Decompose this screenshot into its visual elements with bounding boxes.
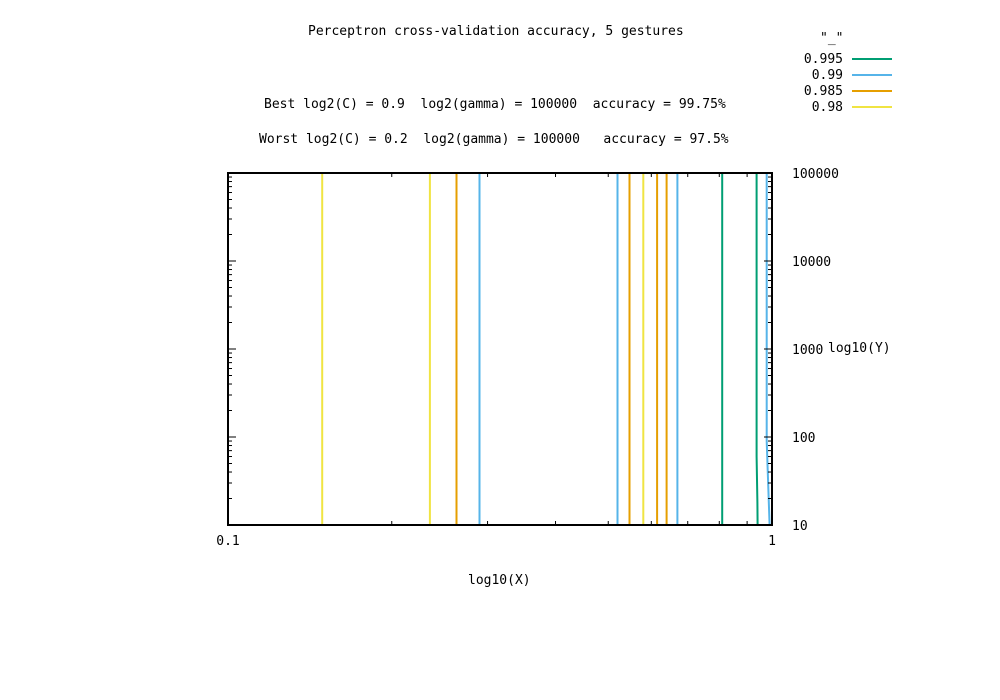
chart-title: Perceptron cross-validation accuracy, 5 … (308, 24, 684, 39)
series-0.995-line-1 (755, 173, 759, 526)
legend-label: 0.98 (812, 100, 843, 115)
x-axis-label: log10(X) (468, 573, 531, 588)
y-tick-label: 10000 (792, 255, 831, 270)
plot-frame (227, 172, 773, 526)
legend-label: 0.99 (812, 68, 843, 83)
y-tick-label: 100 (792, 431, 815, 446)
legend-label: 0.995 (804, 52, 843, 67)
y-tick-label: 10 (792, 519, 808, 534)
y-tick-label: 100000 (792, 167, 839, 182)
y-axis-label: log10(Y) (828, 341, 891, 356)
series-0.99-line-3 (765, 173, 771, 526)
y-tick-label: 1000 (792, 343, 823, 358)
annotation-best: Best log2(C) = 0.9 log2(gamma) = 100000 … (264, 97, 726, 112)
x-tick-label: 0.1 (216, 534, 239, 549)
legend-title: "_" (820, 31, 844, 46)
annotation-worst: Worst log2(C) = 0.2 log2(gamma) = 100000… (259, 132, 729, 147)
x-tick-label: 1 (768, 534, 776, 549)
legend-label: 0.985 (804, 84, 843, 99)
